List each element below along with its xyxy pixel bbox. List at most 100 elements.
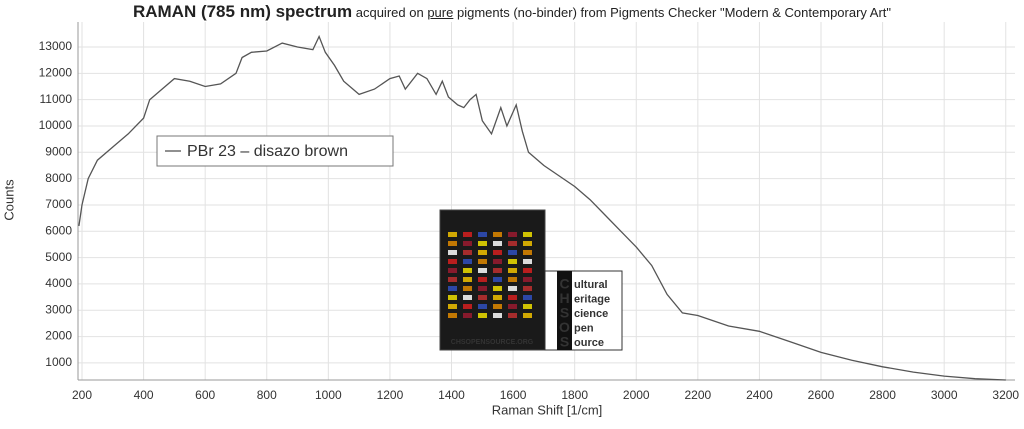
logo-letter: C xyxy=(559,276,569,292)
checker-swatch xyxy=(448,313,457,318)
y-tick-label: 13000 xyxy=(39,39,73,53)
legend-label: PBr 23 – disazo brown xyxy=(187,143,348,160)
checker-swatch xyxy=(448,259,457,264)
checker-swatch xyxy=(523,232,532,237)
checker-swatch xyxy=(508,241,517,246)
logo-word: ource xyxy=(574,337,604,349)
checker-swatch xyxy=(463,295,472,300)
checker-swatch xyxy=(523,313,532,318)
x-tick-label: 1800 xyxy=(561,388,588,402)
checker-swatch xyxy=(493,241,502,246)
checker-swatch xyxy=(493,232,502,237)
legend-box xyxy=(156,135,394,167)
y-tick-label: 9000 xyxy=(45,144,72,158)
y-tick-label: 8000 xyxy=(45,171,72,185)
x-tick-label: 1400 xyxy=(438,388,465,402)
y-tick-label: 12000 xyxy=(39,66,73,80)
checker-swatch xyxy=(448,232,457,237)
y-tick-label: 11000 xyxy=(40,92,73,106)
checker-swatch xyxy=(493,250,502,255)
logo-letter: H xyxy=(559,290,569,306)
checker-swatch xyxy=(463,232,472,237)
y-tick-label: 4000 xyxy=(45,276,72,290)
checker-swatch xyxy=(463,304,472,309)
checker-swatch xyxy=(463,259,472,264)
x-tick-label: 600 xyxy=(195,388,215,402)
checker-swatch xyxy=(478,250,487,255)
x-tick-label: 400 xyxy=(134,388,154,402)
checker-swatch xyxy=(463,313,472,318)
checker-swatch xyxy=(478,232,487,237)
x-tick-label: 200 xyxy=(72,388,92,402)
checker-swatch xyxy=(478,241,487,246)
x-axis-label: Raman Shift [1/cm] xyxy=(492,402,603,417)
checker-swatch xyxy=(478,277,487,282)
checker-swatch xyxy=(523,295,532,300)
checker-swatch xyxy=(493,304,502,309)
title-underlined: pure xyxy=(427,5,454,20)
checker-caption: CHSOPENSOURCE.ORG xyxy=(451,339,534,346)
x-tick-label: 800 xyxy=(257,388,277,402)
chart-title: RAMAN (785 nm) spectrum acquired on pure… xyxy=(0,2,1024,22)
logo-word: cience xyxy=(574,308,608,320)
checker-swatch xyxy=(448,286,457,291)
checker-swatch xyxy=(493,295,502,300)
x-tick-label: 3200 xyxy=(992,388,1019,402)
x-tick-label: 2200 xyxy=(684,388,711,402)
checker-swatch xyxy=(478,313,487,318)
checker-swatch xyxy=(508,304,517,309)
logo-bar xyxy=(557,271,572,350)
y-tick-label: 5000 xyxy=(45,250,72,264)
logo-word: ultural xyxy=(574,279,608,291)
checker-swatch xyxy=(523,286,532,291)
checker-swatch xyxy=(508,259,517,264)
y-tick-label: 1000 xyxy=(45,355,72,369)
checker-swatch xyxy=(463,286,472,291)
x-tick-label: 1200 xyxy=(377,388,404,402)
checker-swatch xyxy=(508,277,517,282)
checker-swatch xyxy=(463,241,472,246)
checker-swatch xyxy=(463,277,472,282)
x-tick-label: 2600 xyxy=(808,388,835,402)
checker-swatch xyxy=(493,286,502,291)
checker-swatch xyxy=(448,241,457,246)
title-part: acquired on xyxy=(355,5,424,20)
title-part: pigments (no-binder) from Pigments Check… xyxy=(456,5,892,20)
line-series xyxy=(78,34,1006,381)
checker-swatch xyxy=(478,259,487,264)
checker-swatch xyxy=(448,268,457,273)
logo-letter: S xyxy=(560,334,569,350)
checker-swatch xyxy=(523,241,532,246)
checker-swatch xyxy=(448,250,457,255)
y-axis-label: Counts xyxy=(1,179,16,221)
checker-swatch xyxy=(493,268,502,273)
checker-swatch xyxy=(448,295,457,300)
checker-swatch xyxy=(463,268,472,273)
y-tick-label: 6000 xyxy=(45,223,72,237)
checker-swatch xyxy=(508,313,517,318)
checker-swatch xyxy=(508,250,517,255)
checker-swatch xyxy=(478,295,487,300)
logo-letter: S xyxy=(560,305,569,321)
checker-swatch xyxy=(448,277,457,282)
checker-swatch xyxy=(493,313,502,318)
checker-swatch xyxy=(508,286,517,291)
x-tick-label: 2400 xyxy=(746,388,773,402)
logo-word: eritage xyxy=(574,293,610,305)
checker-swatch xyxy=(448,304,457,309)
logo-letter: O xyxy=(559,319,570,335)
checker-swatch xyxy=(523,304,532,309)
checker-swatch xyxy=(508,232,517,237)
checker-swatch xyxy=(523,268,532,273)
checker-swatch xyxy=(508,268,517,273)
x-tick-label: 3000 xyxy=(931,388,958,402)
x-tick-label: 2000 xyxy=(623,388,650,402)
y-tick-label: 3000 xyxy=(45,302,72,316)
checker-swatch xyxy=(523,259,532,264)
checker-swatch xyxy=(508,295,517,300)
checker-swatch xyxy=(493,277,502,282)
checker-swatch xyxy=(478,268,487,273)
x-tick-label: 1000 xyxy=(315,388,342,402)
